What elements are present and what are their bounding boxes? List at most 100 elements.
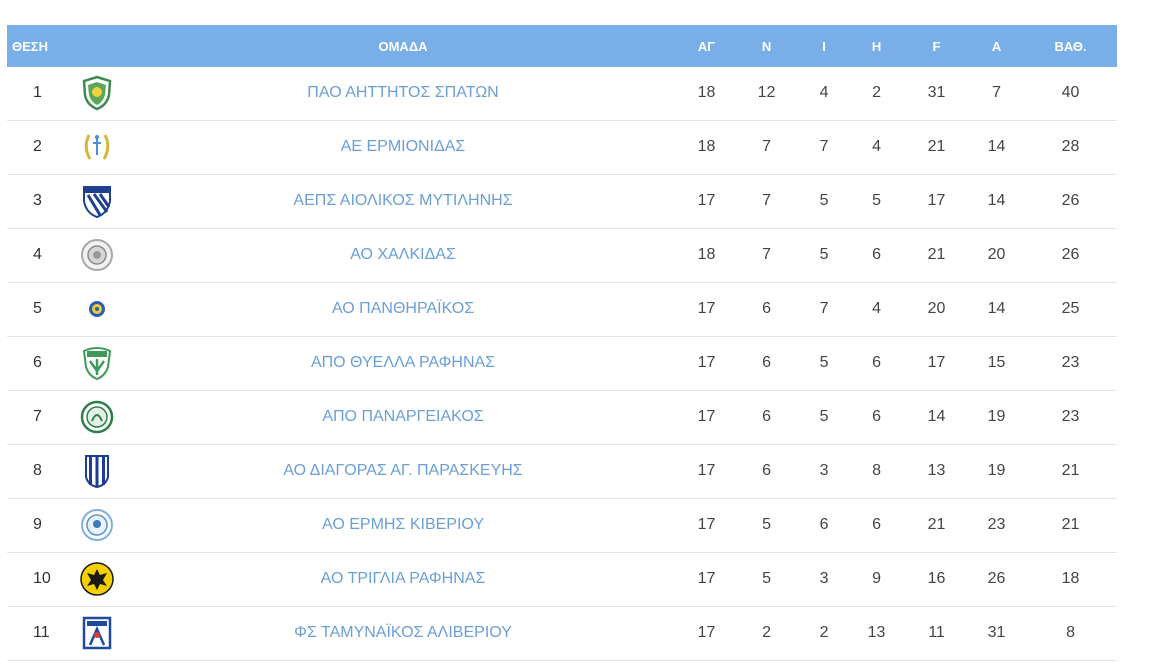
header-position[interactable]: ΘΕΣΗ (12, 38, 48, 54)
row-goals-for: 13 (927, 462, 946, 479)
team-name-link[interactable]: ΑΟ ΧΑΛΚΙΔΑΣ (127, 228, 679, 282)
row-draws: 6 (819, 516, 829, 533)
row-draws: 3 (819, 462, 829, 479)
team-name[interactable]: ΑΟ ΤΡΙΓΛΙΑ ΡΑΦΗΝΑΣ (320, 570, 486, 587)
grey-round-crest-icon (80, 237, 114, 273)
table-header-row: ΘΕΣΗ ΟΜΑΔΑ ΑΓ Ν Ι Η F A ΒΑΘ. (7, 25, 1118, 67)
team-name-link[interactable]: ΑΟ ΠΑΝΘΗΡΑΪΚΟΣ (127, 282, 679, 336)
row-goals-for: 31 (927, 84, 946, 102)
team-name-link[interactable]: ΑΟ ΔΙΑΓΟΡΑΣ ΑΓ. ΠΑΡΑΣΚΕΥΗΣ (127, 444, 679, 498)
team-name[interactable]: ΑΟ ΧΑΛΚΙΔΑΣ (350, 246, 456, 263)
team-name[interactable]: ΑΠΟ ΘΥΕΛΛΑ ΡΑΦΗΝΑΣ (310, 354, 496, 371)
table-row: 6 ΑΠΟ ΘΥΕΛΛΑ ΡΑΦΗΝΑΣ 17 6 5 6 17 15 23 (7, 336, 1118, 390)
laurel-wreath-crest-icon (80, 129, 114, 165)
row-draws: 3 (819, 570, 829, 587)
row-position: 1 (33, 84, 42, 102)
team-crest-cell (67, 606, 127, 660)
team-crest-cell (67, 552, 127, 606)
row-played: 17 (697, 624, 716, 641)
header-played[interactable]: ΑΓ (697, 38, 716, 54)
row-goals-against: 14 (987, 138, 1006, 155)
header-points[interactable]: ΒΑΘ. (1054, 38, 1087, 54)
table-row: 10 ΑΟ ΤΡΙΓΛΙΑ ΡΑΦΗΝΑΣ 17 5 3 9 16 26 18 (7, 552, 1118, 606)
header-losses[interactable]: Η (871, 38, 882, 54)
row-wins: 5 (762, 570, 771, 587)
row-goals-for: 20 (927, 300, 946, 317)
row-wins: 7 (762, 192, 771, 209)
row-position: 11 (33, 624, 50, 641)
team-name-link[interactable]: ΠΑΟ ΑΗΤΤΗΤΟΣ ΣΠΑΤΩΝ (127, 67, 679, 120)
team-crest-cell (67, 174, 127, 228)
header-draws[interactable]: Ι (822, 38, 826, 54)
row-losses: 8 (872, 462, 881, 479)
row-losses: 4 (872, 138, 881, 155)
row-wins: 2 (762, 624, 771, 641)
row-position: 4 (33, 246, 42, 263)
row-draws: 5 (819, 192, 829, 209)
row-losses: 2 (872, 84, 881, 102)
row-position: 8 (33, 462, 42, 479)
row-losses: 4 (872, 300, 881, 317)
light-blue-round-crest-icon (80, 507, 114, 543)
table-row: 9 ΑΟ ΕΡΜΗΣ ΚΙΒΕΡΙΟΥ 17 5 6 6 21 23 21 (7, 498, 1118, 552)
row-points: 23 (1061, 354, 1080, 371)
row-goals-for: 16 (927, 570, 946, 587)
row-points: 26 (1061, 192, 1080, 209)
blue-striped-shield-crest-icon (80, 183, 114, 219)
row-losses: 6 (872, 246, 881, 263)
row-played: 18 (697, 138, 716, 155)
row-played: 17 (697, 462, 716, 479)
team-name[interactable]: ΑΕ ΕΡΜΙΟΝΙΔΑΣ (340, 138, 466, 155)
team-name[interactable]: ΑΟ ΕΡΜΗΣ ΚΙΒΕΡΙΟΥ (322, 516, 484, 533)
row-losses: 5 (872, 192, 881, 209)
row-wins: 5 (762, 516, 771, 533)
row-wins: 6 (762, 408, 771, 425)
row-played: 18 (697, 246, 716, 263)
row-played: 17 (697, 408, 716, 425)
team-name[interactable]: ΑΟ ΠΑΝΘΗΡΑΪΚΟΣ (331, 300, 475, 317)
header-team[interactable]: ΟΜΑΔΑ (378, 38, 428, 54)
standings-table: ΘΕΣΗ ΟΜΑΔΑ ΑΓ Ν Ι Η F A ΒΑΘ. 1 ΠΑΟ Α (7, 25, 1118, 661)
header-goals-for[interactable]: F (932, 38, 941, 54)
team-name[interactable]: ΠΑΟ ΑΗΤΤΗΤΟΣ ΣΠΑΤΩΝ (307, 84, 499, 102)
team-name-link[interactable]: ΑΠΟ ΘΥΕΛΛΑ ΡΑΦΗΝΑΣ (127, 336, 679, 390)
row-goals-for: 17 (927, 354, 946, 371)
table-row: 11 ΦΣ ΤΑΜΥΝΑΪΚΟΣ ΑΛΙΒΕΡΙΟΥ 17 2 2 13 11 … (7, 606, 1118, 660)
team-name-link[interactable]: ΑΟ ΕΡΜΗΣ ΚΙΒΕΡΙΟΥ (127, 498, 679, 552)
team-crest-cell (67, 390, 127, 444)
blue-white-stripes-crest-icon (80, 453, 114, 489)
team-name-link[interactable]: ΦΣ ΤΑΜΥΝΑΪΚΟΣ ΑΛΙΒΕΡΙΟΥ (127, 606, 679, 660)
row-losses: 13 (867, 624, 886, 641)
row-played: 17 (697, 354, 716, 371)
row-goals-for: 21 (927, 138, 946, 155)
header-wins[interactable]: Ν (761, 38, 772, 54)
row-draws: 7 (819, 138, 829, 155)
row-position: 6 (33, 354, 42, 371)
row-losses: 6 (872, 516, 881, 533)
row-points: 21 (1061, 516, 1080, 533)
row-played: 17 (697, 300, 716, 317)
row-draws: 5 (819, 408, 829, 425)
team-crest-cell (67, 498, 127, 552)
team-name[interactable]: ΑΕΠΣ ΑΙΟΛΙΚΟΣ ΜΥΤΙΛΗΝΗΣ (293, 192, 513, 209)
team-name-link[interactable]: ΑΕΠΣ ΑΙΟΛΙΚΟΣ ΜΥΤΙΛΗΝΗΣ (127, 174, 679, 228)
row-wins: 7 (762, 246, 771, 263)
team-name[interactable]: ΦΣ ΤΑΜΥΝΑΪΚΟΣ ΑΛΙΒΕΡΙΟΥ (294, 624, 512, 641)
row-goals-for: 21 (927, 516, 946, 533)
team-crest-cell (67, 336, 127, 390)
row-goals-against: 15 (987, 354, 1006, 371)
team-name-link[interactable]: ΑΟ ΤΡΙΓΛΙΑ ΡΑΦΗΝΑΣ (127, 552, 679, 606)
row-wins: 7 (762, 138, 771, 155)
team-name-link[interactable]: ΑΕ ΕΡΜΙΟΝΙΔΑΣ (127, 120, 679, 174)
header-goals-against[interactable]: A (991, 38, 1002, 54)
row-draws: 4 (819, 84, 829, 102)
row-wins: 6 (762, 354, 771, 371)
green-round-crest-icon (80, 399, 114, 435)
row-position: 3 (33, 192, 42, 209)
team-name[interactable]: ΑΠΟ ΠΑΝΑΡΓΕΙΑΚΟΣ (322, 408, 484, 425)
row-goals-for: 11 (928, 624, 945, 641)
row-goals-against: 14 (987, 192, 1006, 209)
row-position: 9 (33, 516, 42, 533)
team-name[interactable]: ΑΟ ΔΙΑΓΟΡΑΣ ΑΓ. ΠΑΡΑΣΚΕΥΗΣ (283, 462, 523, 479)
team-name-link[interactable]: ΑΠΟ ΠΑΝΑΡΓΕΙΑΚΟΣ (127, 390, 679, 444)
